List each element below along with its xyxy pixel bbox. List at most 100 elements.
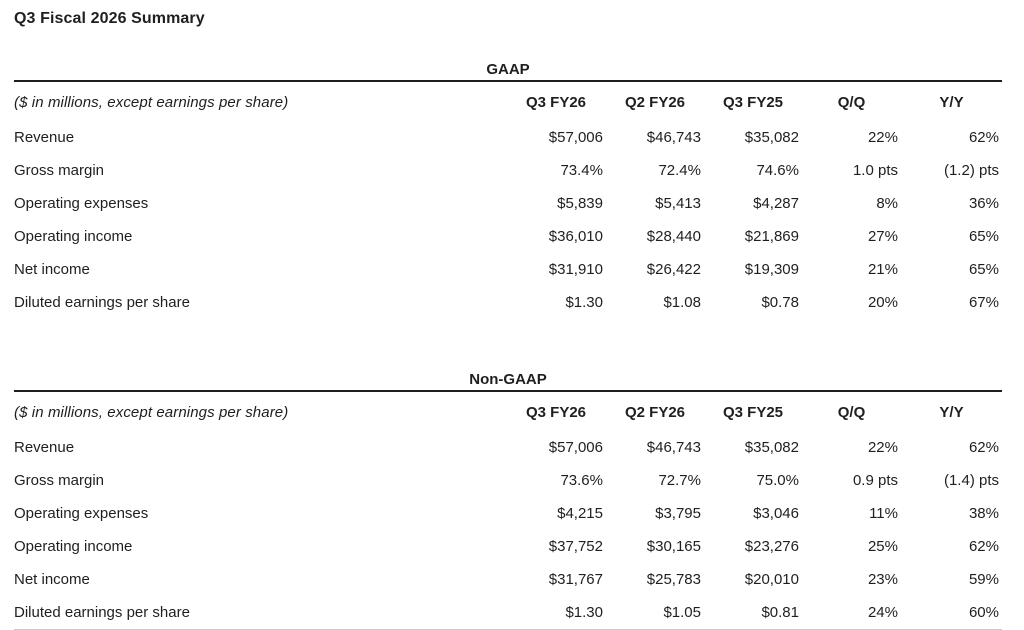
cell-value: 8% xyxy=(876,194,898,212)
table-row-operating-income: Operating income $36,010 $28,440 $21,869… xyxy=(14,220,1002,253)
cell-value: $31,910 xyxy=(548,260,603,278)
cell-value: 62% xyxy=(968,128,999,146)
cell-value: $35,082 xyxy=(744,438,799,456)
cell-value: $5,413 xyxy=(655,194,701,212)
units-note: ($ in millions, except earnings per shar… xyxy=(14,94,289,111)
cell-value: $21,869 xyxy=(744,227,799,245)
cell-value: 73.4% xyxy=(560,161,603,179)
row-label: Gross margin xyxy=(14,161,105,179)
cell-value: 62% xyxy=(968,537,999,555)
row-label: Operating income xyxy=(14,227,133,245)
table-row-revenue: Revenue $57,006 $46,743 $35,082 22% 62% xyxy=(14,431,1002,464)
cell-value: 0.9 pts xyxy=(852,471,898,489)
cell-value: $3,795 xyxy=(655,504,701,522)
column-header-qq: Q/Q xyxy=(837,94,866,111)
cell-value: 65% xyxy=(968,260,999,278)
cell-value: 75.0% xyxy=(756,471,799,489)
cell-value: $5,839 xyxy=(557,194,603,212)
cell-value: $25,783 xyxy=(646,570,701,588)
page-title: Q3 Fiscal 2026 Summary xyxy=(14,10,205,27)
cell-value: 21% xyxy=(867,260,898,278)
table-row-gross-margin: Gross margin 73.4% 72.4% 74.6% 1.0 pts (… xyxy=(14,154,1002,187)
table-row-operating-income: Operating income $37,752 $30,165 $23,276… xyxy=(14,530,1002,563)
cell-value: $46,743 xyxy=(646,438,701,456)
table-row-diluted-eps: Diluted earnings per share $1.30 $1.08 $… xyxy=(14,286,1002,319)
gaap-table: ($ in millions, except earnings per shar… xyxy=(14,80,1002,319)
non-gaap-table: ($ in millions, except earnings per shar… xyxy=(14,390,1002,630)
column-header-q3fy25: Q3 FY25 xyxy=(722,94,784,111)
cell-value: $1.30 xyxy=(565,293,603,311)
row-label: Diluted earnings per share xyxy=(14,603,190,621)
cell-value: $0.81 xyxy=(761,603,799,621)
row-label: Gross margin xyxy=(14,471,105,489)
table-row-operating-expenses: Operating expenses $4,215 $3,795 $3,046 … xyxy=(14,497,1002,530)
cell-value: $4,287 xyxy=(753,194,799,212)
cell-value: 23% xyxy=(867,570,898,588)
cell-value: $4,215 xyxy=(557,504,603,522)
cell-value: (1.2) pts xyxy=(943,161,999,179)
cell-value: 72.7% xyxy=(658,471,701,489)
section-title-gaap: GAAP xyxy=(486,61,530,78)
row-label: Revenue xyxy=(14,438,75,456)
table-row-diluted-eps: Diluted earnings per share $1.30 $1.05 $… xyxy=(14,596,1002,630)
column-header-yy: Y/Y xyxy=(939,94,964,111)
column-header-q3fy26: Q3 FY26 xyxy=(525,404,587,421)
cell-value: $31,767 xyxy=(548,570,603,588)
table-row-net-income: Net income $31,910 $26,422 $19,309 21% 6… xyxy=(14,253,1002,286)
table-row-operating-expenses: Operating expenses $5,839 $5,413 $4,287 … xyxy=(14,187,1002,220)
cell-value: 60% xyxy=(968,603,999,621)
units-note: ($ in millions, except earnings per shar… xyxy=(14,404,289,421)
cell-value: $57,006 xyxy=(548,128,603,146)
cell-value: $20,010 xyxy=(744,570,799,588)
cell-value: 24% xyxy=(867,603,898,621)
cell-value: $57,006 xyxy=(548,438,603,456)
cell-value: (1.4) pts xyxy=(943,471,999,489)
column-header-q3fy26: Q3 FY26 xyxy=(525,94,587,111)
table-row-revenue: Revenue $57,006 $46,743 $35,082 22% 62% xyxy=(14,121,1002,154)
cell-value: $35,082 xyxy=(744,128,799,146)
cell-value: 67% xyxy=(968,293,999,311)
cell-value: 25% xyxy=(867,537,898,555)
cell-value: 22% xyxy=(867,128,898,146)
cell-value: 36% xyxy=(968,194,999,212)
cell-value: $19,309 xyxy=(744,260,799,278)
cell-value: 65% xyxy=(968,227,999,245)
cell-value: 38% xyxy=(968,504,999,522)
cell-value: 11% xyxy=(869,504,898,522)
cell-value: $1.05 xyxy=(663,603,701,621)
cell-value: 1.0 pts xyxy=(852,161,898,179)
cell-value: 20% xyxy=(867,293,898,311)
cell-value: 74.6% xyxy=(756,161,799,179)
column-header-q2fy26: Q2 FY26 xyxy=(624,404,686,421)
cell-value: $37,752 xyxy=(548,537,603,555)
cell-value: $0.78 xyxy=(761,293,799,311)
table-row-gross-margin: Gross margin 73.6% 72.7% 75.0% 0.9 pts (… xyxy=(14,464,1002,497)
summary-page: Q3 Fiscal 2026 Summary GAAP ($ in millio… xyxy=(14,10,1002,630)
row-label: Net income xyxy=(14,260,90,278)
cell-value: $1.08 xyxy=(663,293,701,311)
cell-value: 62% xyxy=(968,438,999,456)
column-header-q3fy25: Q3 FY25 xyxy=(722,404,784,421)
cell-value: 72.4% xyxy=(658,161,701,179)
column-header-q2fy26: Q2 FY26 xyxy=(624,94,686,111)
column-header-yy: Y/Y xyxy=(939,404,964,421)
row-label: Net income xyxy=(14,570,90,588)
cell-value: $23,276 xyxy=(744,537,799,555)
gaap-header-row: ($ in millions, except earnings per shar… xyxy=(14,81,1002,121)
row-label: Operating expenses xyxy=(14,194,149,212)
row-label: Operating income xyxy=(14,537,133,555)
column-header-qq: Q/Q xyxy=(837,404,866,421)
cell-value: $26,422 xyxy=(646,260,701,278)
cell-value: 27% xyxy=(867,227,898,245)
cell-value: $28,440 xyxy=(646,227,701,245)
cell-value: $1.30 xyxy=(565,603,603,621)
cell-value: 59% xyxy=(968,570,999,588)
cell-value: $36,010 xyxy=(548,227,603,245)
cell-value: 73.6% xyxy=(560,471,603,489)
row-label: Diluted earnings per share xyxy=(14,293,190,311)
cell-value: $30,165 xyxy=(646,537,701,555)
cell-value: $46,743 xyxy=(646,128,701,146)
row-label: Revenue xyxy=(14,128,75,146)
non-gaap-header-row: ($ in millions, except earnings per shar… xyxy=(14,391,1002,431)
cell-value: $3,046 xyxy=(753,504,799,522)
